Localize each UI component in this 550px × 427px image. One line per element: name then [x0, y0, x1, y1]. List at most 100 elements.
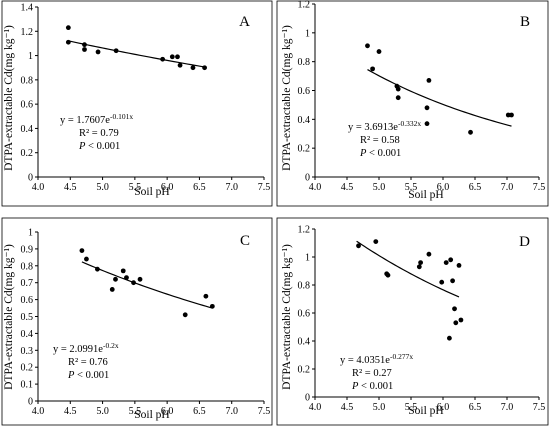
data-point: [113, 48, 119, 54]
data-point: [109, 287, 115, 292]
x-tick-label: 4.0: [32, 406, 45, 417]
x-tick-label: 4.5: [341, 182, 354, 193]
fit-equation-exponent: -0.277x: [390, 352, 413, 361]
y-tick-label: 0.6: [21, 295, 34, 306]
y-axis-title: DTPA-extractable Cd(mg kg⁻¹): [3, 244, 15, 390]
p-value: < 0.001: [74, 370, 109, 381]
data-point: [131, 280, 136, 286]
y-tick-label: 0.8: [298, 57, 311, 68]
data-point: [175, 54, 180, 60]
y-axis-title: DTPA-extractable Cd(mg kg⁻¹): [281, 25, 293, 171]
y-tick-label: 0.8: [298, 281, 311, 292]
data-point: [84, 256, 89, 262]
data-point: [82, 42, 87, 48]
data-point: [456, 263, 462, 268]
p-value: < 0.001: [358, 381, 393, 392]
fit-curve: [68, 40, 205, 68]
y-tick-label: 0.7: [21, 278, 34, 289]
y-tick-label: 1: [28, 228, 33, 239]
x-tick-label: 6.5: [469, 402, 482, 413]
y-tick-label: 0.2: [298, 144, 311, 155]
y-tick-label: 0: [28, 397, 33, 408]
x-tick-label: 6.0: [161, 182, 174, 193]
x-tick-label: 5.5: [405, 402, 418, 413]
data-point: [443, 260, 449, 265]
p-value: < 0.001: [85, 141, 120, 152]
p-value-label: P < 0.001: [78, 141, 120, 152]
data-point: [356, 243, 361, 249]
data-point: [385, 272, 391, 278]
data-point: [418, 260, 423, 265]
data-point: [416, 264, 422, 270]
p-symbol: P: [67, 370, 75, 381]
data-point: [120, 268, 126, 274]
panel-b: B DTPA-extractable Cd(mg kg⁻¹) Soil pH y…: [276, 0, 549, 207]
x-tick-label: 4.0: [32, 182, 45, 193]
x-axis-title: Soil pH: [408, 405, 443, 417]
data-point: [453, 320, 459, 326]
p-value-label: P < 0.001: [359, 148, 401, 159]
data-point: [177, 62, 183, 68]
p-symbol: P: [359, 148, 367, 159]
data-point: [137, 276, 143, 282]
x-tick-label: 5.0: [373, 182, 386, 193]
data-point: [124, 275, 129, 281]
data-point: [95, 266, 100, 272]
x-axis-title: Soil pH: [134, 186, 169, 198]
r-squared-label: R² = 0.27: [352, 368, 392, 379]
data-point: [395, 95, 401, 101]
y-tick-label: 0.2: [298, 365, 311, 376]
x-tick-label: 7.0: [501, 402, 514, 413]
data-point: [424, 121, 430, 127]
y-tick-label: 1.2: [298, 0, 311, 11]
y-tick-label: 0: [305, 173, 310, 184]
panel-label: D: [519, 234, 530, 250]
r-squared-label: R² = 0.79: [79, 128, 119, 139]
y-tick-label: 1: [305, 28, 310, 39]
data-point: [424, 105, 430, 111]
x-tick-label: 6.0: [437, 182, 450, 193]
data-point: [450, 278, 455, 284]
data-point: [447, 335, 452, 341]
fit-equation: y = 1.7607e-0.101x: [60, 112, 133, 126]
y-tick-label: 0.6: [298, 309, 311, 320]
p-symbol: P: [351, 381, 359, 392]
fit-equation-exponent: -0.332x: [398, 119, 421, 128]
x-tick-label: 5.5: [129, 406, 142, 417]
y-tick-label: 0: [28, 173, 33, 184]
y-tick-label: 0.5: [21, 312, 34, 323]
r-squared-label: R² = 0.76: [68, 357, 108, 368]
data-point: [203, 293, 209, 299]
x-tick-label: 6.0: [161, 406, 174, 417]
data-point: [169, 54, 175, 60]
x-tick-label: 6.5: [193, 406, 206, 417]
y-tick-label: 0.8: [21, 75, 34, 86]
y-tick-label: 0.6: [298, 86, 311, 97]
y-tick-label: 0.4: [21, 124, 34, 135]
fit-equation-exponent: -0.2x: [103, 341, 119, 350]
y-tick-label: 0.4: [21, 329, 34, 340]
fit-equation: y = 4.0351e-0.277x: [340, 352, 413, 366]
data-point: [79, 248, 85, 253]
y-tick-label: 1: [305, 253, 310, 264]
data-point: [182, 312, 188, 318]
panel-label: B: [520, 14, 530, 30]
x-tick-label: 5.0: [373, 402, 386, 413]
data-point: [190, 65, 196, 71]
data-point: [365, 43, 370, 49]
x-tick-label: 7.5: [258, 182, 271, 193]
x-tick-label: 4.5: [64, 406, 77, 417]
x-tick-label: 7.5: [533, 182, 546, 193]
y-tick-label: 0.8: [21, 261, 34, 272]
x-tick-label: 6.5: [469, 182, 482, 193]
data-point: [95, 49, 101, 55]
data-point: [468, 129, 473, 135]
data-point: [426, 78, 432, 83]
data-point: [439, 279, 445, 285]
panel-c: C DTPA-extractable Cd(mg kg⁻¹) Soil pH y…: [1, 217, 273, 426]
y-tick-label: 1: [28, 51, 33, 62]
y-tick-label: 0.2: [21, 363, 34, 374]
data-point: [209, 303, 215, 309]
x-tick-label: 4.0: [309, 182, 322, 193]
